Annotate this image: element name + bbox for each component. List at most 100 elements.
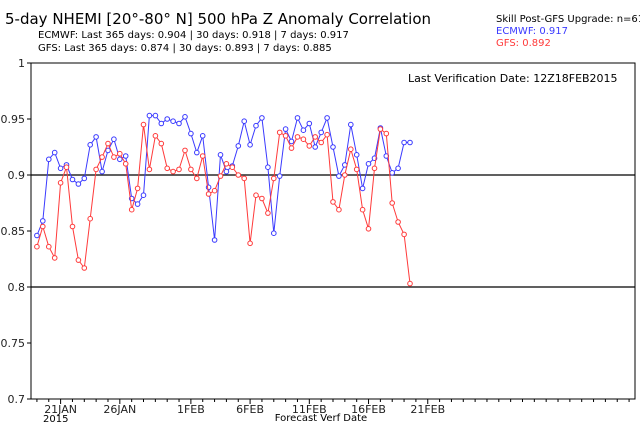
series-0-point-15 xyxy=(122,153,129,159)
series-0-point-61 xyxy=(395,165,401,172)
series-1-point-54 xyxy=(353,166,360,173)
series-1-point-14 xyxy=(117,150,123,157)
series-1-point-41 xyxy=(276,129,283,136)
series-0-point-43 xyxy=(288,138,295,145)
series-1-point-17 xyxy=(134,185,141,192)
series-1-point-46 xyxy=(306,143,313,149)
series-0-point-46 xyxy=(306,120,313,127)
series-1-point-56 xyxy=(365,226,372,232)
series-1-point-33 xyxy=(229,164,236,170)
series-1-point-1 xyxy=(40,223,46,230)
series-0-point-42 xyxy=(282,126,289,132)
series-0-point-25 xyxy=(182,114,188,120)
series-1-point-60 xyxy=(389,200,396,206)
y-tick-label-1: 0.75 xyxy=(1,337,26,350)
series-1-point-30 xyxy=(211,187,218,194)
series-0-point-51 xyxy=(336,173,342,179)
x-tick-label-6: 21FEB xyxy=(410,403,445,416)
series-1-point-47 xyxy=(312,134,319,140)
x-year-label: 2015 xyxy=(43,414,68,423)
series-1-point-57 xyxy=(371,165,378,172)
y-tick-label-0: 0.7 xyxy=(8,393,26,406)
series-0-point-38 xyxy=(259,115,265,121)
y-tick-label-5: 0.95 xyxy=(1,113,26,126)
series-1-point-34 xyxy=(235,172,242,178)
series-1-point-28 xyxy=(199,153,206,159)
series-0-point-40 xyxy=(271,230,277,236)
series-1-point-11 xyxy=(99,154,105,160)
series-0-point-60 xyxy=(389,170,396,176)
series-1-point-42 xyxy=(282,133,289,139)
x-tick-label-5: 16FEB xyxy=(351,403,386,416)
skill-header: Skill Post-GFS Upgrade: n=61 xyxy=(496,14,640,25)
series-0-point-10 xyxy=(93,134,99,140)
y-tick-label-6: 1 xyxy=(18,57,25,70)
series-0-point-30 xyxy=(211,237,218,243)
series-1-point-29 xyxy=(205,191,212,197)
series-0-point-8 xyxy=(81,175,88,182)
series-1-point-0 xyxy=(34,243,40,250)
series-0-point-23 xyxy=(170,118,176,124)
series-1-point-9 xyxy=(87,215,93,222)
chart-title: 5-day NHEMI [20°-80° N] 500 hPa Z Anomal… xyxy=(5,10,431,28)
series-0-point-20 xyxy=(152,112,159,119)
series-1-point-24 xyxy=(176,166,182,173)
series-1-point-7 xyxy=(75,257,82,263)
series-1-point-23 xyxy=(170,168,176,175)
series-0-point-4 xyxy=(57,165,64,172)
series-1-point-26 xyxy=(188,166,194,173)
series-1-point-62 xyxy=(401,231,407,238)
series-0-point-54 xyxy=(353,152,360,158)
series-0-point-2 xyxy=(46,156,52,163)
plot-area: 0.7 0.75 0.8 0.85 0.9 0.95 1 21JAN 26JAN 1FEB 6FEB… xyxy=(1,57,636,416)
series-1-point-43 xyxy=(288,145,295,151)
plot-frame xyxy=(30,62,636,400)
series-0-point-6 xyxy=(69,176,76,183)
series-1-point-6 xyxy=(69,223,76,230)
series-0-point-45 xyxy=(300,127,307,133)
series-0-point-27 xyxy=(194,149,200,156)
series-1-point-18 xyxy=(140,121,147,128)
series-0-point-48 xyxy=(318,129,325,136)
series-0-point-56 xyxy=(365,161,372,167)
series-0-point-1 xyxy=(40,218,46,224)
series-1-point-2 xyxy=(46,243,52,250)
series-0-point-21 xyxy=(158,120,165,127)
series-1-point-48 xyxy=(318,139,325,146)
series-0-point-41 xyxy=(276,173,283,179)
series-0-point-50 xyxy=(330,144,336,150)
series-0-point-18 xyxy=(140,192,147,198)
legend-ecmwf: ECMWF: 0.917 xyxy=(496,26,568,37)
series-1-point-37 xyxy=(253,192,259,198)
series-0-point-11 xyxy=(99,168,105,175)
series-1-point-49 xyxy=(324,131,330,138)
series-1-point-25 xyxy=(182,147,188,154)
x-tick-label-0: 21JAN xyxy=(44,403,77,416)
series-1-point-63 xyxy=(407,280,413,287)
series-line-1 xyxy=(36,124,411,284)
series-0-point-19 xyxy=(146,112,153,119)
series-line-0 xyxy=(36,115,410,241)
x-tick-label-1: 26JAN xyxy=(103,403,136,416)
series-1-point-35 xyxy=(241,175,247,182)
series-1-point-53 xyxy=(348,146,354,152)
series-1-point-22 xyxy=(164,165,170,172)
x-tick-label-4: 11FEB xyxy=(292,403,327,416)
series-1-point-36 xyxy=(247,240,253,247)
x-axis-label: Forecast Verf Date xyxy=(275,413,367,423)
series-0-point-12 xyxy=(105,147,111,154)
series-1-point-5 xyxy=(63,164,70,170)
series-1-point-21 xyxy=(158,140,165,147)
y-tick-label-2: 0.8 xyxy=(8,281,26,294)
series-1-point-61 xyxy=(395,219,401,225)
series-1-point-10 xyxy=(93,166,99,173)
series-1-point-31 xyxy=(217,173,224,179)
series-1-point-27 xyxy=(194,175,200,182)
series-1-point-38 xyxy=(259,195,265,202)
series-0-point-7 xyxy=(75,181,82,187)
series-0-point-34 xyxy=(235,143,242,149)
legend-gfs: GFS: 0.892 xyxy=(496,38,551,49)
series-1-point-39 xyxy=(265,210,271,216)
series-0-point-32 xyxy=(223,168,230,175)
